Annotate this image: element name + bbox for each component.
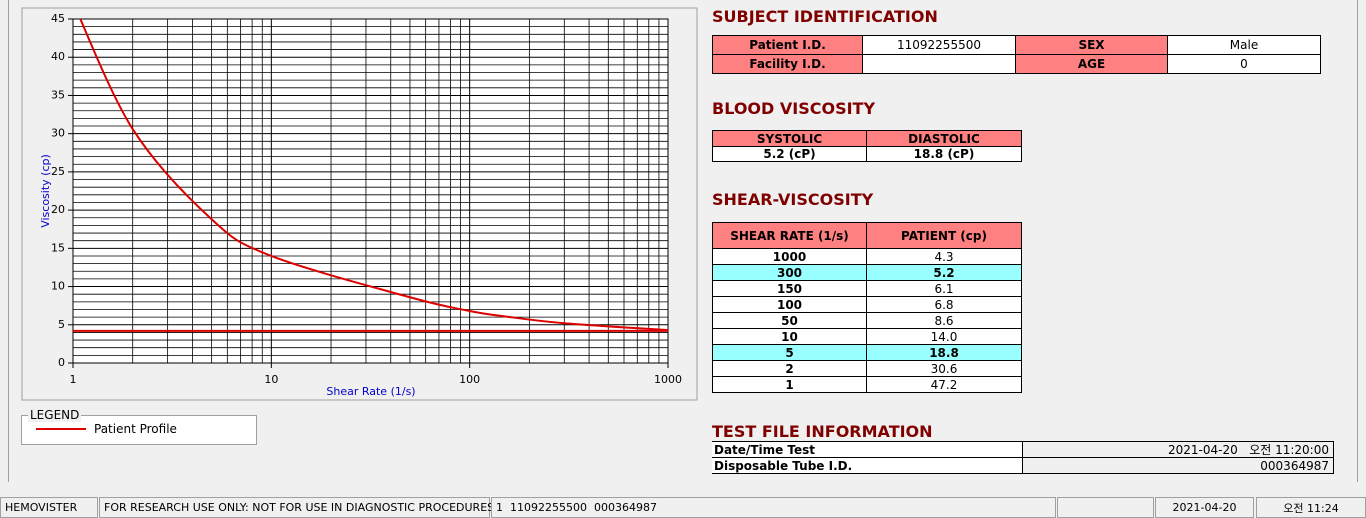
y-tick-label: 15 — [51, 241, 65, 254]
header-cell: PATIENT (cp) — [866, 222, 1022, 249]
x-tick-label: 1000 — [654, 373, 682, 386]
series-line — [79, 19, 668, 332]
table-cell: 8.6 — [866, 312, 1022, 329]
plot-area — [73, 19, 668, 363]
table-cell: 2 — [712, 360, 867, 377]
y-tick-label: 0 — [58, 356, 65, 369]
table-cell: 6.8 — [866, 296, 1022, 313]
field-label: Disposable Tube I.D. — [712, 457, 1023, 474]
value-cell: 18.8 (cP) — [866, 146, 1022, 162]
field-value: 0 — [1167, 54, 1321, 74]
field-value: 2021-04-20 오전 11:20:00 — [1022, 441, 1334, 458]
status-cell — [1057, 497, 1154, 518]
field-label: Date/Time Test — [712, 441, 1023, 458]
section-title: BLOOD VISCOSITY — [712, 99, 876, 118]
field-label: Facility I.D. — [712, 54, 863, 74]
y-tick-label: 35 — [51, 88, 65, 101]
status-cell: 오전 11:24 — [1256, 497, 1366, 518]
table-cell: 1000 — [712, 248, 867, 265]
x-tick-label: 1 — [70, 373, 77, 386]
field-label: Patient I.D. — [712, 35, 863, 55]
x-axis-label: Shear Rate (1/s) — [326, 385, 415, 398]
field-value: 000364987 — [1022, 457, 1334, 474]
table-cell: 300 — [712, 264, 867, 281]
header-cell: SHEAR RATE (1/s) — [712, 222, 867, 249]
table-cell: 150 — [712, 280, 867, 297]
section-title: SHEAR-VISCOSITY — [712, 190, 874, 209]
legend-swatch — [36, 428, 86, 430]
y-axis-label: Viscosity (cp) — [39, 154, 52, 228]
status-cell: HEMOVISTER — [0, 497, 98, 518]
y-tick-label: 10 — [51, 280, 65, 293]
table-cell: 100 — [712, 296, 867, 313]
chart: Shear Rate (1/s) Viscosity (cp) 0 5 10 15 20… — [21, 7, 698, 401]
status-cell: FOR RESEARCH USE ONLY: NOT FOR USE IN DI… — [99, 497, 494, 518]
value-cell: 5.2 (cP) — [712, 146, 867, 162]
legend-title: LEGEND — [28, 408, 82, 422]
field-value: 11092255500 — [862, 35, 1016, 55]
y-tick-label: 5 — [58, 318, 65, 331]
field-label: AGE — [1015, 54, 1168, 74]
field-value: Male — [1167, 35, 1321, 55]
section-title: SUBJECT IDENTIFICATION — [712, 7, 938, 26]
table-cell: 47.2 — [866, 376, 1022, 393]
table-cell: 1 — [712, 376, 867, 393]
table-cell: 5.2 — [866, 264, 1022, 281]
left-frame — [8, 0, 9, 482]
x-tick-label: 100 — [459, 373, 480, 386]
table-cell: 10 — [712, 328, 867, 345]
y-tick-label: 30 — [51, 127, 65, 140]
header-cell: DIASTOLIC — [866, 130, 1022, 147]
status-cell: 2021-04-20 — [1155, 497, 1254, 518]
table-cell: 30.6 — [866, 360, 1022, 377]
legend-label: Patient Profile — [94, 422, 177, 436]
y-tick-label: 40 — [51, 50, 65, 63]
y-tick-label: 20 — [51, 203, 65, 216]
field-label: SEX — [1015, 35, 1168, 55]
x-tick-label: 10 — [264, 373, 278, 386]
header-cell: SYSTOLIC — [712, 130, 867, 147]
right-frame — [1357, 0, 1358, 482]
y-tick-label: 45 — [51, 12, 65, 25]
plot-border — [72, 18, 669, 364]
table-cell: 4.3 — [866, 248, 1022, 265]
y-tick-label: 25 — [51, 165, 65, 178]
field-value — [862, 54, 1016, 74]
table-cell: 5 — [712, 344, 867, 361]
table-cell: 50 — [712, 312, 867, 329]
table-cell: 6.1 — [866, 280, 1022, 297]
table-cell: 18.8 — [866, 344, 1022, 361]
legend-entry: Patient Profile — [36, 422, 177, 436]
legend: LEGEND Patient Profile — [21, 408, 257, 445]
section-title: TEST FILE INFORMATION — [712, 422, 933, 441]
status-cell: 1 11092255500 000364987 — [491, 497, 1056, 518]
table-cell: 14.0 — [866, 328, 1022, 345]
